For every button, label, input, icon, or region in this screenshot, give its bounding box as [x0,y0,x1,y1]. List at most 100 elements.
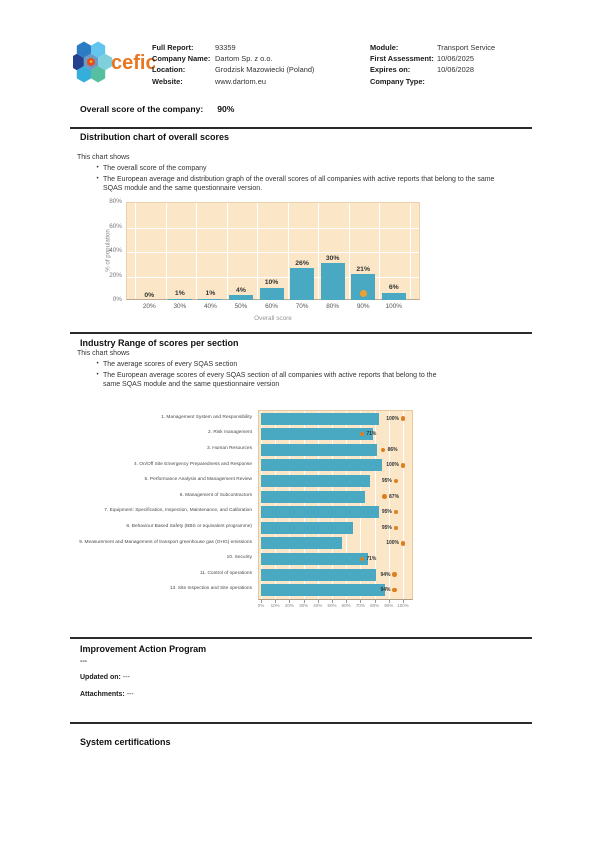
overall-score-label: Overall score of the company: [80,104,204,114]
divider [70,637,532,639]
y-tick-label: 80% [109,198,122,205]
bar-value-label: 6% [388,284,399,292]
company-score-label: 86% [387,446,398,453]
cefic-logo-text: cefic [111,52,155,74]
row-label: 2. Risk management [208,430,252,436]
bar-group: 4% [226,202,257,300]
field-value: Dartom Sp. z o.o. [215,54,273,64]
field-value: Grodzisk Mazowiecki (Poland) [215,65,315,75]
company-score-dot [393,478,399,484]
header-field: Company Type: [370,76,495,87]
section-title-distribution: Distribution chart of overall scores [80,132,230,142]
company-score-label: 100% [386,540,399,547]
company-score-dot [392,572,397,577]
bullet-text: The European average and distribution gr… [103,175,495,192]
bar-value-label: 30% [325,254,340,262]
attachments-label: Attachments: [80,691,125,698]
x-tick-label: 30% [299,603,309,608]
field-value: 93359 [215,43,236,52]
bar [320,263,345,300]
bullet-text: The European average scores of every SQA… [103,371,437,388]
attachments-line: Attachments: --- [80,691,134,698]
row-label: 10. Security [226,555,252,561]
gridline-v [303,411,305,599]
gridline-v [165,203,167,299]
company-score-dot [400,416,406,421]
bullet-text: The overall score of the company [103,165,207,172]
y-tick-label: 20% [109,271,122,279]
header-fields-right: Module: Transport Service First Assessme… [370,42,495,87]
europe-average-bar [261,474,371,488]
distribution-chart: % of population 0% 20% 40% 60% 80% 0% 1% 1% 4% 1… [100,196,430,326]
bar-value-label: 1% [174,290,185,298]
field-value: www.dartom.eu [215,76,266,86]
x-tick-mark [388,600,390,603]
row-label: 1. Management System and Responsibility [161,414,252,420]
x-tick-mark [374,600,376,603]
field-label: First Assessment: [370,54,434,64]
distribution-intro: This chart shows [77,154,130,161]
divider [70,127,532,129]
europe-average-bar [261,459,382,472]
x-tick-label: 70% [295,303,309,310]
gridline-v [379,203,380,299]
row-label: 6. Management of Subcontractors [179,492,252,498]
x-tick-label: 90% [384,603,394,608]
bar [259,287,284,300]
attachments-value: --- [126,691,134,698]
industry-range-chart: 1. Management System and Responsibility 2… [60,408,440,618]
row-label: 4. On/Off Site Emergency Preparedness an… [133,461,252,467]
bullet-text: The average scores of every SQAS section [103,361,238,368]
bullet-icon: • [96,165,99,171]
row-label: 5. Performance Analysis and Management R… [144,477,252,483]
bar-group: 0% [134,202,165,300]
x-axis-title: Overall score [254,315,292,322]
company-score-label: 100% [386,462,399,469]
field-label: Website: [152,76,183,86]
x-tick-mark [360,600,362,603]
gridline-h [127,227,419,229]
cefic-logo-icon: cefic [69,41,157,83]
gridline-v [135,203,136,299]
bar-value-label: 26% [295,259,309,267]
bullet-icon: • [96,175,99,182]
bar-group: 21% [348,202,379,300]
bar-group: 1% [195,202,226,300]
gridline-v [388,411,390,599]
bar [228,295,253,300]
x-tick-label: 100% [397,603,409,608]
gridline-v [360,411,362,599]
gridline-v [403,411,404,599]
x-tick-label: 70% [355,603,365,608]
company-score-label: 87% [389,493,400,500]
x-tick-mark [332,600,333,603]
gridline-v [275,411,277,599]
gridline-v [226,203,228,299]
header-field: Company Name: Dartom Sp. z o.o. [152,53,314,64]
gridline-v [346,411,348,599]
section-title-industry: Industry Range of scores per section [80,338,239,348]
updated-on-line: Updated on: --- [80,674,130,681]
x-tick-label: 40% [204,303,217,310]
gridline-v [318,203,319,299]
company-score-marker [359,290,367,297]
gridline-h [127,252,419,253]
company-score-label: 95% [381,509,392,516]
europe-average-bar [261,521,354,534]
divider [70,332,532,334]
section-title-certifications: System certifications [80,737,171,747]
gridline-v [261,411,262,599]
company-score-label: 94% [380,571,391,578]
company-score-dot [392,587,397,593]
x-tick-mark [275,600,277,603]
europe-average-bar [261,412,379,425]
company-score-dot [359,556,365,562]
x-tick-label: 50% [327,603,337,608]
company-score-label: 100% [386,415,399,422]
europe-average-bar [261,568,377,581]
europe-average-bar [261,537,342,550]
cefic-logo: cefic [69,40,157,89]
row-label: 11. Control of operations [199,570,252,576]
x-tick-mark [261,600,262,603]
